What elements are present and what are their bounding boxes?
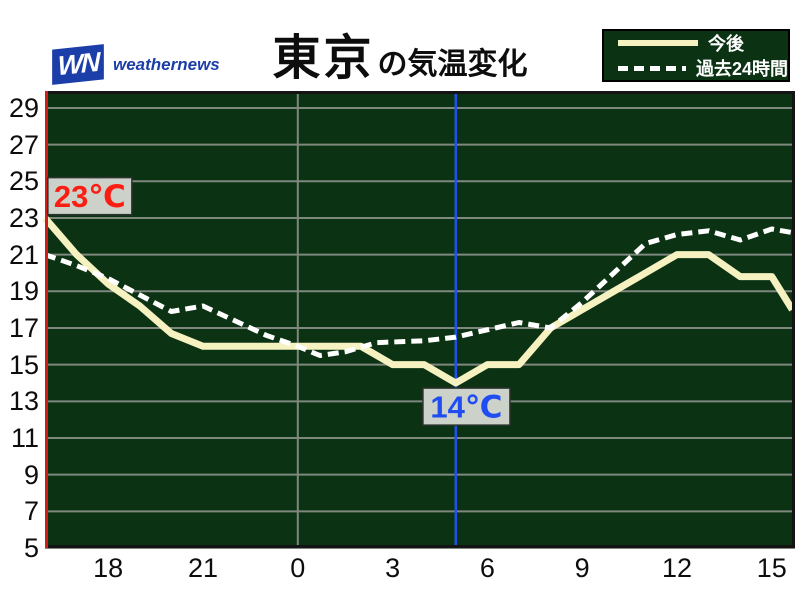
current-temp-label-box <box>422 387 511 426</box>
y-tick-label: 5 <box>23 533 39 563</box>
start-temp-label-box <box>47 176 133 216</box>
y-tick-label: 29 <box>8 92 39 123</box>
series-line-dashed <box>44 226 793 358</box>
brand-name: weathernews <box>113 54 220 74</box>
y-tick-label: 19 <box>8 276 39 307</box>
series-line-solid <box>42 215 796 387</box>
y-tick-label: 25 <box>8 166 39 197</box>
legend-item-forecast: 今後 <box>618 34 788 54</box>
y-tick-label: 7 <box>23 496 39 527</box>
x-tick-label: 0 <box>290 553 306 583</box>
y-tick-label: 27 <box>8 129 39 160</box>
x-tick-label: 6 <box>479 553 495 583</box>
plot-background <box>45 91 795 548</box>
y-tick-label: 17 <box>8 312 39 343</box>
start-temp-label: 23℃ <box>54 179 126 214</box>
chart-legend: 今後 過去24時間 <box>602 29 790 82</box>
legend-label-forecast: 今後 <box>708 34 744 54</box>
y-tick-label: 9 <box>23 459 39 490</box>
x-tick-label: 21 <box>187 553 219 583</box>
current-temp-label: 14℃ <box>430 390 502 425</box>
y-tick-label: 21 <box>8 239 39 270</box>
legend-item-past24h: 過去24時間 <box>618 59 788 79</box>
weathernews-logo: WN weathernews <box>52 44 220 85</box>
solid-line-swatch-icon <box>618 40 698 46</box>
x-tick-label: 9 <box>574 553 590 583</box>
x-tick-label: 12 <box>661 553 693 583</box>
y-tick-label: 15 <box>8 349 39 380</box>
y-tick-label: 11 <box>10 422 39 453</box>
y-tick-label: 13 <box>8 386 39 417</box>
x-tick-label: 18 <box>93 553 124 583</box>
x-tick-label: 3 <box>385 553 401 583</box>
y-tick-label: 23 <box>8 202 39 233</box>
legend-label-past24h: 過去24時間 <box>695 59 788 79</box>
dashed-line-swatch-icon <box>618 65 686 71</box>
x-tick-label: 15 <box>756 553 787 583</box>
